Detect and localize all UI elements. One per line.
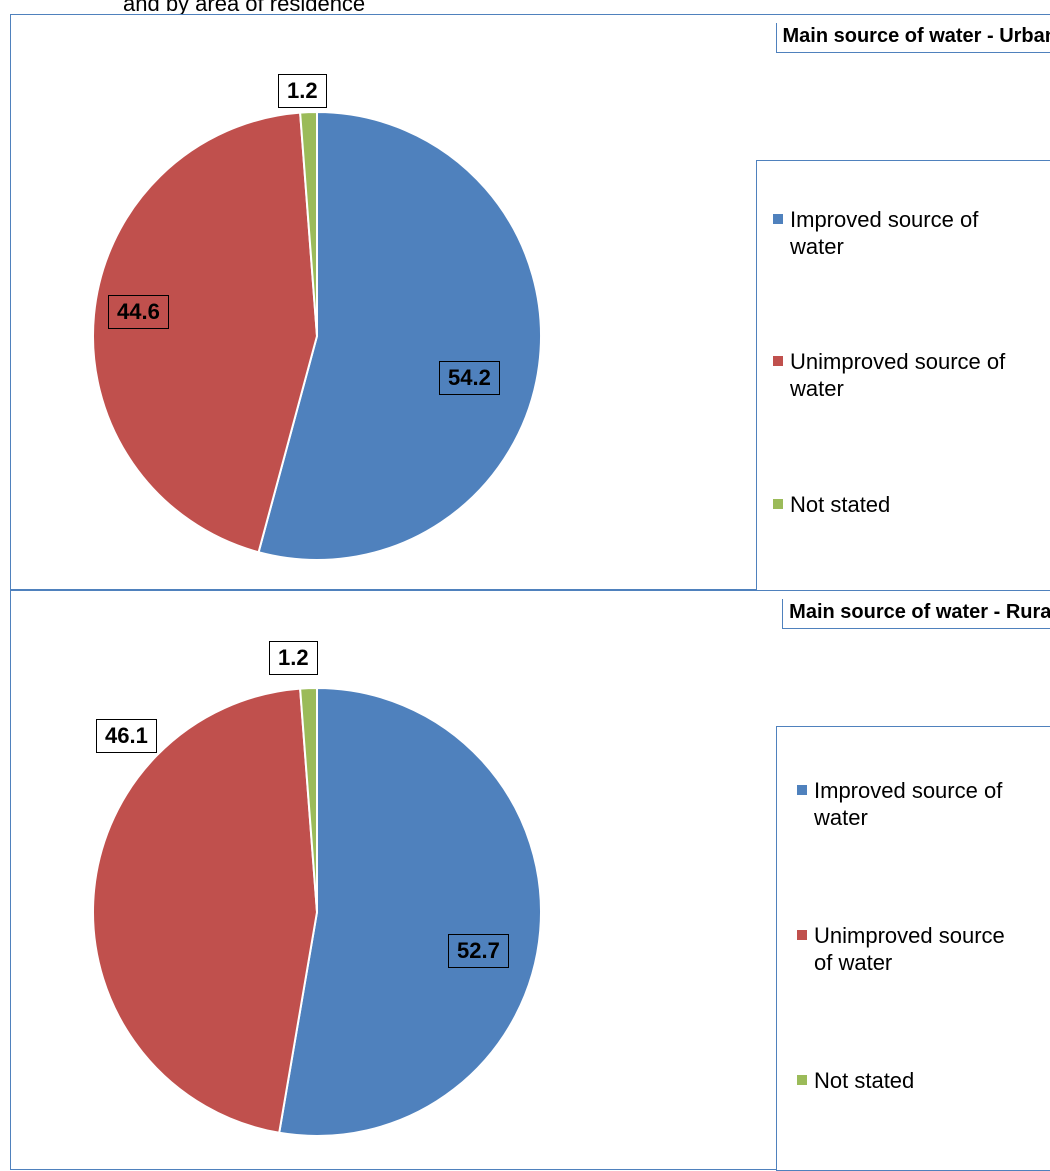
urban-legend-label-improved-line2: water <box>790 234 844 259</box>
rural-chart-title: Main source of water - Rural <box>782 599 1050 629</box>
urban-chart-panel: Main source of water - Urban Improved so… <box>10 14 1050 590</box>
rural-legend-label-improved-line1: Improved source of <box>814 778 1002 803</box>
urban-legend-swatch-improved <box>773 214 783 224</box>
rural-chart-panel: Main source of water - Rural Improved so… <box>10 590 1050 1170</box>
urban-data-label-improved: 54.2 <box>439 361 500 395</box>
rural-data-label-unimproved: 46.1 <box>96 719 157 753</box>
rural-slice-improved <box>279 688 541 1136</box>
urban-data-label-not-stated: 1.2 <box>278 74 327 108</box>
urban-legend-swatch-not-stated <box>773 499 783 509</box>
rural-legend: Improved source of water Unimproved sour… <box>776 726 1050 1171</box>
rural-legend-swatch-improved <box>797 785 807 795</box>
urban-chart-title: Main source of water - Urban <box>776 23 1050 53</box>
rural-legend-label-improved-line2: water <box>814 805 868 830</box>
urban-legend: Improved source of water Unimproved sour… <box>756 160 1050 592</box>
rural-legend-swatch-not-stated <box>797 1075 807 1085</box>
rural-legend-label-unimproved-line2: of water <box>814 950 892 975</box>
urban-legend-label-unimproved-line2: water <box>790 376 844 401</box>
urban-legend-swatch-unimproved <box>773 356 783 366</box>
urban-legend-label-improved-line1: Improved source of <box>790 207 978 232</box>
rural-legend-swatch-unimproved <box>797 930 807 940</box>
rural-slice-unimproved <box>93 689 317 1133</box>
rural-data-label-not-stated: 1.2 <box>269 641 318 675</box>
urban-data-label-unimproved: 44.6 <box>108 295 169 329</box>
urban-legend-label-unimproved-line1: Unimproved source of <box>790 349 1005 374</box>
rural-legend-label-unimproved-line1: Unimproved source <box>814 923 1005 948</box>
urban-legend-label-not-stated: Not stated <box>790 491 890 518</box>
rural-legend-label-not-stated: Not stated <box>814 1067 914 1094</box>
rural-data-label-improved: 52.7 <box>448 934 509 968</box>
